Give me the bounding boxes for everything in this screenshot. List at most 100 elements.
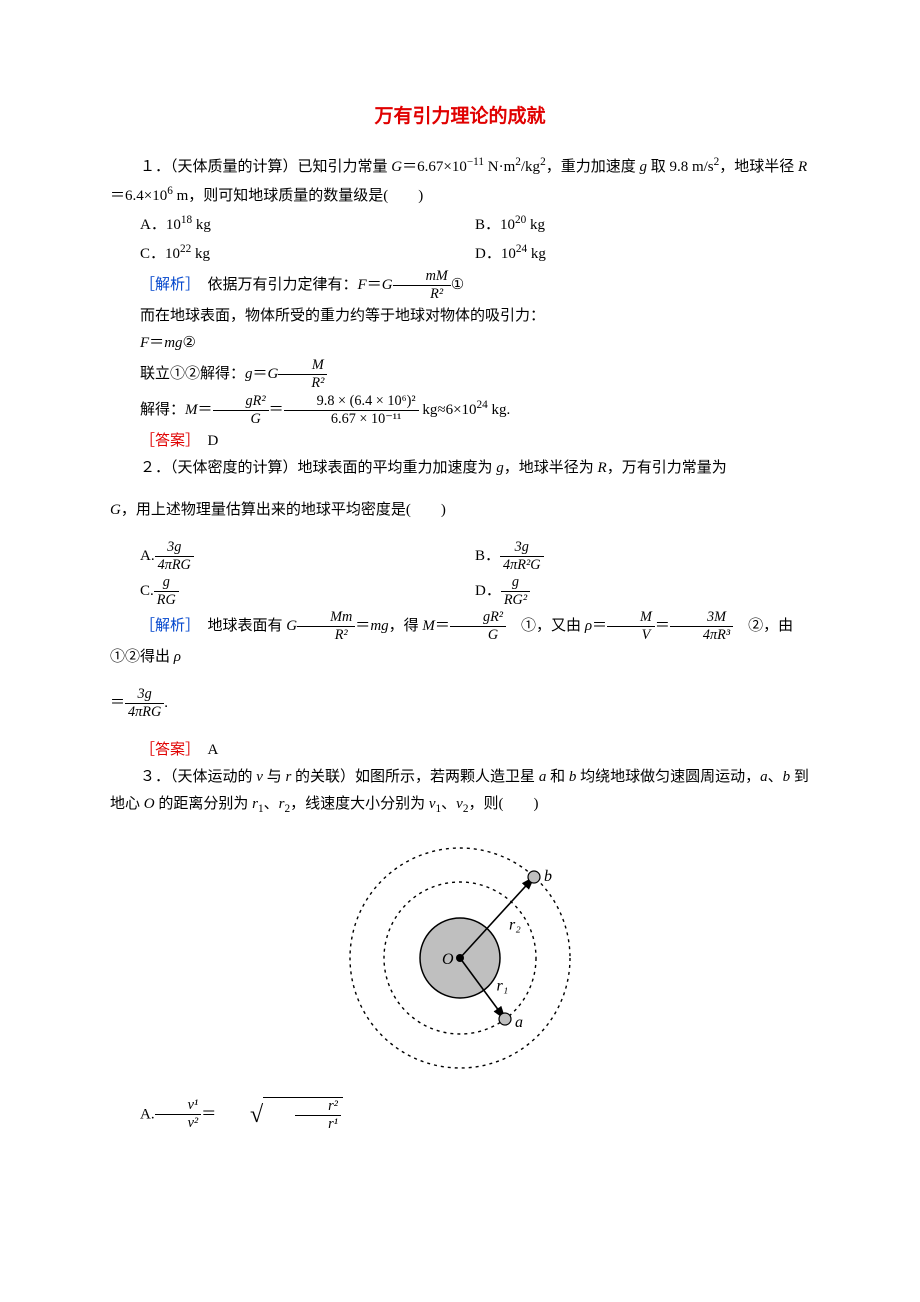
q1-text: ＝6.4×10 — [110, 188, 167, 204]
opt-text: D．10 — [475, 246, 516, 262]
opt-pre: C. — [140, 583, 154, 599]
sym-mg: mg — [164, 335, 182, 351]
frac-num-text: 3g — [515, 539, 529, 555]
sym-g: g — [639, 159, 647, 175]
q1-text: ＝6.67×10 — [402, 159, 467, 175]
opt-pre: A. — [140, 548, 155, 564]
eq: ＝ — [201, 1106, 220, 1122]
anal-text: 依据万有引力定律有： — [193, 277, 358, 293]
q2-opt-a: A.3g4πRG — [140, 539, 475, 574]
fraction: v¹v² — [155, 1097, 202, 1132]
frac-num: 9.8 × (6.4 × 10⁶)² — [284, 393, 419, 411]
opt-text: kg — [526, 217, 545, 233]
frac-num-text: g — [163, 574, 170, 590]
frac-den: 4πR²G — [500, 557, 544, 574]
frac-den: 4πR³ — [670, 627, 733, 644]
sym-M: M — [422, 618, 435, 634]
frac-num: M — [278, 357, 327, 375]
frac-num-text: 3g — [167, 539, 181, 555]
q1-analysis-4: 联立①②解得：g＝GMR² — [110, 357, 810, 392]
fraction: g RG — [154, 574, 179, 609]
q2-opt-c: C. g RG — [140, 574, 475, 609]
eq: ＝ — [655, 618, 670, 634]
q3-text: ，则( ) — [468, 796, 538, 812]
frac-den: RG² — [501, 592, 530, 609]
q2-text: ，地球半径为 — [504, 460, 598, 476]
sym-b: b — [783, 769, 791, 785]
sym-a: a — [760, 769, 768, 785]
eq: ＝ — [149, 335, 164, 351]
answer-label: ［答案］ — [140, 433, 193, 449]
sqrt-icon: √ — [220, 1103, 263, 1127]
sym-G: G — [286, 618, 297, 634]
opt-text: A．10 — [140, 217, 181, 233]
eq: ＝ — [435, 618, 450, 634]
eq: ＝ — [253, 366, 268, 382]
q1-analysis-5: 解得：M＝gR²G＝9.8 × (6.4 × 10⁶)²6.67 × 10⁻¹¹… — [110, 393, 810, 428]
q3-text: 的距离分别为 — [155, 796, 253, 812]
q2-stem: ２．（天体密度的计算）地球表面的平均重力加速度为 g，地球半径为 R，万有引力常… — [110, 455, 810, 482]
opt-pre: D． — [475, 583, 501, 599]
frac-num: 3g — [155, 539, 194, 557]
exp: 24 — [477, 399, 488, 411]
sym-g: g — [245, 366, 253, 382]
q3-text: ，线速度大小分别为 — [290, 796, 429, 812]
exp: 20 — [515, 214, 526, 226]
q1-opt-b: B．1020 kg — [475, 210, 810, 239]
q1-text: ，重力加速度 — [546, 159, 640, 175]
fraction: r²r¹ — [295, 1098, 341, 1133]
frac-den: G — [213, 411, 269, 428]
fraction: 3g4πRG — [155, 539, 194, 574]
frac-den: 4πRG — [125, 704, 164, 721]
q1-analysis-3: F＝mg② — [110, 330, 810, 357]
eq: ＝ — [198, 402, 213, 418]
frac-num: 3g — [500, 539, 544, 557]
q3-text: 、 — [441, 796, 456, 812]
q1-text: m，则可知地球质量的数量级是( ) — [173, 188, 423, 204]
frac-den: RG — [154, 592, 179, 609]
q2-text: ２．（天体密度的计算）地球表面的平均重力加速度为 — [140, 460, 496, 476]
sym-G: G — [110, 502, 121, 518]
q2-opt-b: B．3g4πR²G — [475, 539, 810, 574]
frac-num: 3g — [125, 686, 164, 704]
sqrt-body: r²r¹ — [263, 1097, 343, 1133]
fraction: 3M4πR³ — [670, 609, 733, 644]
q2-options: A.3g4πRG B．3g4πR²G C.gRG D．gRG² — [110, 539, 810, 609]
frac-num-text: g — [512, 574, 519, 590]
eq: ＝ — [367, 277, 382, 293]
dot: . — [164, 695, 168, 711]
q1-text: /kg — [521, 159, 540, 175]
circle-num: ① — [451, 277, 464, 293]
fraction: 3g4πRG — [125, 686, 164, 721]
q1-text: N·m — [484, 159, 515, 175]
q1-analysis-2: 而在地球表面，物体所受的重力约等于地球对物体的吸引力： — [110, 303, 810, 330]
sym-G: G — [268, 366, 279, 382]
q1-opt-c: C．1022 kg — [140, 239, 475, 268]
frac-den: v² — [155, 1115, 202, 1132]
q2-text: ，万有引力常量为 — [607, 460, 727, 476]
q1-analysis-1: ［解析］ 依据万有引力定律有：F＝GmMR²① — [110, 268, 810, 303]
frac-den: R² — [278, 375, 327, 392]
q3-text: 、 — [264, 796, 279, 812]
q2-analysis: ［解析］ 地球表面有 GMmR²＝mg，得 M＝gR²G ①，又由 ρ＝MV＝3… — [110, 609, 810, 671]
eq: ＝ — [269, 402, 284, 418]
frac-den: G — [450, 627, 506, 644]
svg-text:a: a — [515, 1014, 523, 1031]
frac-den: R² — [393, 286, 451, 303]
sym-v: v — [456, 796, 463, 812]
frac-num: Mm — [297, 609, 355, 627]
analysis-label: ［解析］ — [140, 277, 193, 293]
exp: −11 — [467, 156, 484, 168]
svg-text:r₁: r₁ — [497, 977, 509, 994]
frac-den-text: RG² — [504, 592, 527, 608]
q1-opt-d: D．1024 kg — [475, 239, 810, 268]
q2-answer: ［答案］ A — [110, 737, 810, 764]
svg-text:O: O — [442, 951, 454, 968]
fraction: MR² — [278, 357, 327, 392]
frac-num: v¹ — [155, 1097, 202, 1115]
q3-text: 和 — [546, 769, 569, 785]
anal-text: kg. — [488, 402, 511, 418]
eq: ＝ — [592, 618, 607, 634]
frac-num: r² — [295, 1098, 341, 1116]
q3-text: 的关联）如图所示，若两颗人造卫星 — [291, 769, 539, 785]
